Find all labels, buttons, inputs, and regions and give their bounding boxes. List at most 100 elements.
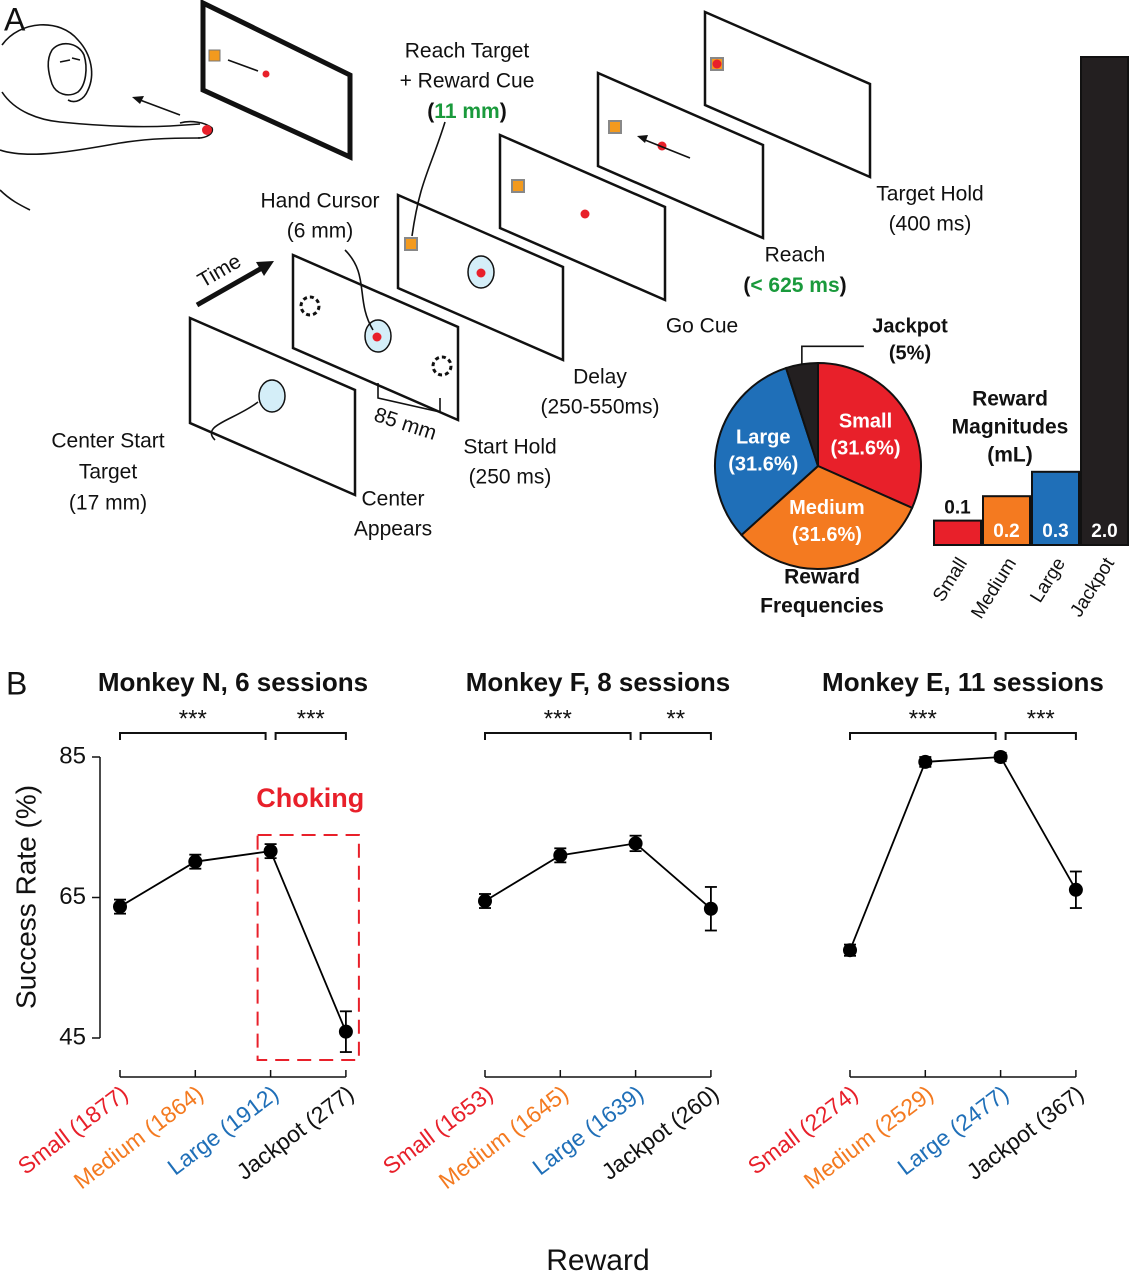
- annotation-box: [256, 834, 360, 1061]
- significance-bracket: [849, 732, 997, 740]
- cursor-dot: [476, 268, 486, 278]
- x-tick-label: Medium: [967, 554, 1021, 622]
- arrow-head: [132, 96, 144, 104]
- data-point: [843, 943, 857, 958]
- distance-bracket: [377, 383, 441, 414]
- leader-line: [801, 345, 864, 365]
- slice-label: Small: [839, 410, 892, 432]
- data-point: [628, 836, 643, 851]
- arrow: [644, 139, 691, 159]
- bar: [982, 495, 1031, 547]
- data-point: [188, 854, 203, 869]
- bar-value: 2.0: [1091, 521, 1117, 542]
- panel-label: A: [4, 1, 26, 37]
- x-tick-label: Medium (1645): [434, 1080, 573, 1194]
- target-square: [404, 237, 418, 251]
- y-tick-label: 85: [59, 742, 86, 769]
- data-point: [263, 844, 278, 859]
- target-size-part: ): [500, 100, 507, 123]
- x-tick-label: Medium (2529): [799, 1080, 938, 1194]
- x-tick-label: Medium (1864): [69, 1080, 208, 1194]
- leader-line: [344, 249, 374, 331]
- slice-value: (5%): [889, 342, 931, 364]
- arrow-head: [256, 261, 274, 276]
- cursor-label: Hand Cursor: [260, 190, 379, 213]
- slice-value: (31.6%): [830, 437, 900, 459]
- significance-label: ***: [544, 705, 572, 732]
- cursor-dot: [262, 70, 270, 78]
- reach-time-part: < 625 ms: [750, 274, 839, 297]
- bar-value: 0.1: [944, 498, 971, 519]
- data-line: [119, 850, 347, 1033]
- bar: [1080, 56, 1129, 546]
- significance-bracket: [1004, 732, 1077, 740]
- significance-bracket: [274, 732, 347, 740]
- data-point: [1068, 882, 1083, 897]
- data-point: [993, 750, 1008, 764]
- significance-bracket: [639, 732, 712, 740]
- chart-title: Magnitudes: [952, 416, 1069, 439]
- chart-title: (mL): [987, 444, 1033, 467]
- significance-label: ***: [909, 705, 937, 732]
- data-point: [113, 899, 127, 914]
- data-line: [849, 756, 1077, 951]
- x-axis-label: Reward: [546, 1244, 649, 1277]
- significance-bracket: [119, 732, 267, 740]
- arrow: [227, 59, 259, 72]
- epoch-label: Appears: [354, 518, 432, 541]
- fingertip-cursor: [202, 125, 212, 135]
- significance-bracket: [484, 732, 632, 740]
- slice-label: Jackpot: [872, 315, 948, 337]
- time-label: Time: [194, 250, 245, 293]
- epoch-label: Target Hold: [876, 183, 983, 206]
- epoch-label: (400 ms): [889, 213, 972, 236]
- reach-time: (< 625 ms): [743, 274, 846, 297]
- significance-label: **: [666, 705, 685, 732]
- y-axis-label: Success Rate (%): [10, 785, 41, 1009]
- data-line: [484, 842, 712, 910]
- reach-time-part: (: [743, 274, 750, 297]
- target-label: + Reward Cue: [400, 70, 535, 93]
- annotation: Choking: [256, 783, 364, 813]
- screen: [703, 10, 872, 179]
- chart-title: Monkey N, 6 sessions: [98, 667, 368, 697]
- x-tick-label: Jackpot: [1066, 554, 1119, 621]
- panel-label: B: [6, 665, 27, 701]
- pie-slice: [740, 464, 914, 570]
- center-target: [258, 379, 286, 413]
- leader-line: [411, 121, 446, 237]
- pie-slice: [817, 361, 922, 510]
- x-tick-label: Large: [1026, 554, 1070, 606]
- target-size-part: (: [427, 100, 434, 123]
- target-size: (11 mm): [427, 100, 506, 123]
- y-tick-label: 65: [59, 883, 86, 910]
- bar: [1031, 470, 1080, 546]
- target-square: [511, 179, 525, 193]
- screen: [596, 71, 765, 240]
- leader-line: [210, 401, 259, 441]
- chart-title: Monkey F, 8 sessions: [466, 667, 730, 697]
- target-label: (17 mm): [69, 492, 147, 515]
- target-square: [608, 120, 622, 134]
- cursor-dot: [580, 209, 590, 219]
- time-arrow: [195, 265, 264, 308]
- cursor-dot: [712, 59, 722, 69]
- slice-label: Medium: [789, 497, 865, 519]
- chart-title: Frequencies: [760, 595, 884, 618]
- epoch-label: Delay: [573, 366, 627, 389]
- pie-slice: [714, 366, 820, 537]
- data-point: [478, 894, 492, 909]
- target-label: Target: [79, 461, 138, 484]
- cursor-label: (6 mm): [287, 220, 354, 243]
- target-square: [208, 49, 221, 62]
- data-point: [553, 848, 568, 863]
- chart-title: Monkey E, 11 sessions: [822, 667, 1104, 697]
- target-label: Center Start: [51, 430, 164, 453]
- monkey-illustration: [0, 24, 214, 211]
- chart-title: Reward: [784, 566, 860, 589]
- y-tick-label: 45: [59, 1023, 86, 1050]
- data-point: [918, 754, 933, 769]
- peripheral-target: [299, 295, 321, 317]
- significance-label: ***: [297, 705, 325, 732]
